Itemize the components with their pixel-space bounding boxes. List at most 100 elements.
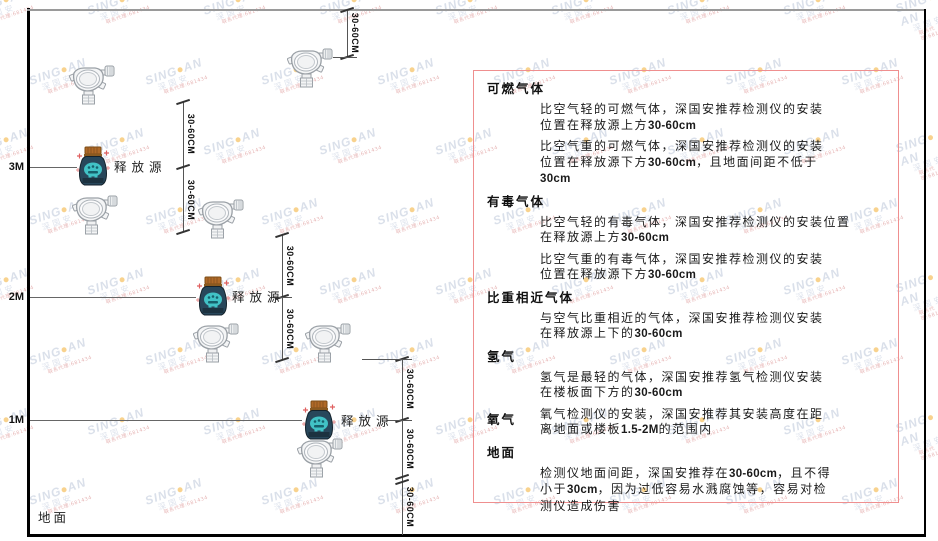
guide-text-line: 比空气重的有毒气体，深国安推荐检测仪的安装 — [540, 252, 898, 268]
guide-text: 位置在释放源下方 — [540, 154, 649, 169]
dimension-label: 30-60CM — [405, 428, 415, 470]
guide-paragraph: 比空气重的可燃气体，深国安推荐检测仪的安装 位置在释放源下方30-60cm，且地面… — [540, 139, 898, 188]
guide-text: 的范围内 — [658, 422, 713, 436]
guide-paragraph: 比空气重的有毒气体，深国安推荐检测仪的安装 位置在释放源下方30-60cm — [540, 252, 898, 284]
guide-text: ，且不得 — [777, 465, 832, 480]
guide-text-line: 在释放源上下的30-60cm — [540, 326, 898, 343]
height-level-line — [30, 167, 77, 168]
gas-detector-icon — [69, 65, 115, 105]
guide-text: 离地面或楼板 — [540, 422, 622, 436]
guide-text: 位置在释放源上方 — [540, 117, 649, 132]
dimension-label: 30-60CM — [405, 486, 415, 528]
guide-text-line: 氢气是最轻的气体，深国安推荐氢气检测仪安装 — [540, 370, 898, 386]
release-source-label: 释放源 — [232, 289, 285, 305]
axis-height-label: 1M — [8, 414, 24, 426]
dimension-label: 30-60CM — [186, 179, 196, 221]
measurement-value: 30-60cm — [648, 156, 697, 169]
guide-section: 氢气氢气是最轻的气体，深国安推荐氢气检测仪安装 在楼板面下方的30-60cm — [474, 349, 898, 402]
guide-text: 氧气检测仪的安装，深国安推荐其安装高度在距 — [540, 406, 824, 421]
guide-text: 检测仪地面间距，深国安推荐在 — [540, 465, 730, 480]
dimension-extension-line — [362, 359, 412, 360]
guide-section: 比重相近气体与空气比重相近的气体，深国安推荐检测仪安装 在释放源上下的30-60c… — [474, 290, 898, 343]
measurement-value: 30-60cm — [648, 119, 697, 132]
guide-text-line: 在释放源上方30-60cm — [540, 230, 898, 247]
gas-detector-icon — [305, 323, 351, 363]
dimension-tick — [275, 356, 289, 363]
guide-text-line: 比空气轻的有毒气体，深国安推荐检测仪的安装位置 — [540, 215, 898, 231]
guide-text-line: 测仪造成伤害 — [540, 499, 898, 515]
measurement-value: 30cm — [540, 173, 571, 185]
guide-section: 可燃气体 比空气轻的可燃气体，深国安推荐检测仪的安装 位置在释放源上方30-60cm… — [474, 81, 898, 188]
gas-detector-icon — [193, 323, 239, 363]
dimension-label: 30-60CM — [405, 368, 415, 410]
guide-text: 小于 — [540, 482, 568, 496]
height-level-line — [30, 297, 196, 298]
guide-text: 比空气重的有毒气体，深国安推荐检测仪的安装 — [540, 251, 824, 266]
dimension-label: 30-60CM — [186, 113, 196, 155]
guide-text: 比空气轻的可燃气体，深国安推荐检测仪的安装 — [540, 102, 824, 116]
dimension-label: 30-60CM — [350, 12, 360, 54]
guide-text-line: 氧气检测仪的安装，深国安推荐其安装高度在距 — [540, 407, 898, 423]
dimension-label: 30-60CM — [285, 245, 295, 287]
dimension-extension-line — [387, 420, 412, 421]
guide-text-line: 位置在释放源上方30-60cm — [540, 118, 898, 135]
left-axis-line — [27, 8, 30, 537]
dimension-tick — [176, 228, 190, 235]
guide-text: 与空气比重相近的气体，深国安推荐检测仪安装 — [540, 310, 824, 325]
gas-detector-icon — [287, 48, 333, 88]
gas-detector-icon — [297, 438, 343, 478]
ceiling-line — [27, 9, 925, 11]
guide-paragraph: 检测仪地面间距，深国安推荐在30-60cm，且不得小于30cm，因为过低容易水溅… — [540, 466, 898, 515]
guide-text: ，因为过低容易水溅腐蚀等，容易对检 — [597, 482, 828, 496]
guide-section-heading: 可燃气体 — [487, 81, 546, 96]
dimension-line — [402, 359, 403, 535]
guide-text: 测仪造成伤害 — [540, 498, 622, 513]
guide-text: 位置在释放源下方 — [540, 267, 649, 281]
guide-section-heading: 氢气 — [487, 348, 517, 364]
guide-text-line: 与空气比重相近的气体，深国安推荐检测仪安装 — [540, 311, 898, 327]
guide-text-line: 在楼板面下方的30-60cm — [540, 385, 898, 402]
dimension-extension-line — [270, 297, 292, 298]
dimension-extension-line — [333, 57, 357, 58]
measurement-value: 30-60cm — [634, 387, 683, 399]
axis-height-label: 3M — [8, 161, 24, 173]
guide-paragraph: 比空气轻的有毒气体，深国安推荐检测仪的安装位置 在释放源上方30-60cm — [540, 215, 898, 247]
guide-paragraph: 与空气比重相近的气体，深国安推荐检测仪安装 在释放源上下的30-60cm — [540, 311, 898, 343]
guide-text-line: 位置在释放源下方30-60cm，且地面间距不低于 — [540, 155, 898, 172]
guide-text-line: 比空气轻的可燃气体，深国安推荐检测仪的安装 — [540, 102, 898, 118]
guide-text: 比空气重的可燃气体，深国安推荐检测仪的安装 — [540, 139, 824, 153]
gas-detector-icon — [72, 195, 118, 235]
release-source-label: 释放源 — [341, 413, 394, 429]
release-source-icon — [75, 146, 111, 186]
guide-text: 在释放源上下的 — [540, 326, 635, 340]
guide-paragraph: 氧气检测仪的安装，深国安推荐其安装高度在距 离地面或楼板1.5-2M的范围内 — [540, 407, 898, 439]
axis-height-label: 2M — [8, 291, 24, 303]
release-source-icon — [195, 276, 231, 316]
guide-text: 在楼板面下方的 — [540, 385, 635, 399]
gas-detector-icon — [198, 199, 244, 239]
guide-text: ，且地面间距不低于 — [696, 154, 818, 169]
guide-text: 比空气轻的有毒气体，深国安推荐检测仪的安装位置 — [540, 214, 851, 229]
measurement-value: 30-60cm — [648, 269, 697, 281]
guide-paragraph: 氢气是最轻的气体，深国安推荐氢气检测仪安装 在楼板面下方的30-60cm — [540, 370, 898, 402]
installation-guide-panel: 可燃气体 比空气轻的可燃气体，深国安推荐检测仪的安装 位置在释放源上方30-60cm… — [473, 70, 899, 513]
dimension-label: 30-60CM — [285, 308, 295, 350]
release-source-label: 释放源 — [114, 159, 167, 175]
guide-text: 氢气是最轻的气体，深国安推荐氢气检测仪安装 — [540, 369, 824, 384]
guide-section: 地面 检测仪地面间距，深国安推荐在30-60cm，且不得 小于30cm，因为过低容易… — [474, 445, 898, 515]
ground-label: 地面 — [38, 510, 70, 525]
guide-paragraph: 比空气轻的可燃气体，深国安推荐检测仪的安装 位置在释放源上方30-60cm — [540, 102, 898, 134]
measurement-value: 30-60cm — [634, 328, 683, 340]
guide-text-line: 位置在释放源下方30-60cm — [540, 267, 898, 284]
measurement-value: 1.5-2M — [621, 424, 659, 436]
guide-text: 在释放源上方 — [540, 230, 622, 244]
guide-section-heading: 比重相近气体 — [487, 289, 575, 305]
guide-text-line: 比空气重的可燃气体，深国安推荐检测仪的安装 — [540, 139, 898, 155]
guide-section: 有毒气体 比空气轻的有毒气体，深国安推荐检测仪的安装位置 在释放源上方30-60cm… — [474, 194, 898, 284]
guide-section-heading: 有毒气体 — [487, 193, 546, 209]
measurement-value: 30-60cm — [729, 467, 778, 480]
ground-line — [27, 534, 926, 537]
measurement-value: 30cm — [567, 484, 598, 496]
